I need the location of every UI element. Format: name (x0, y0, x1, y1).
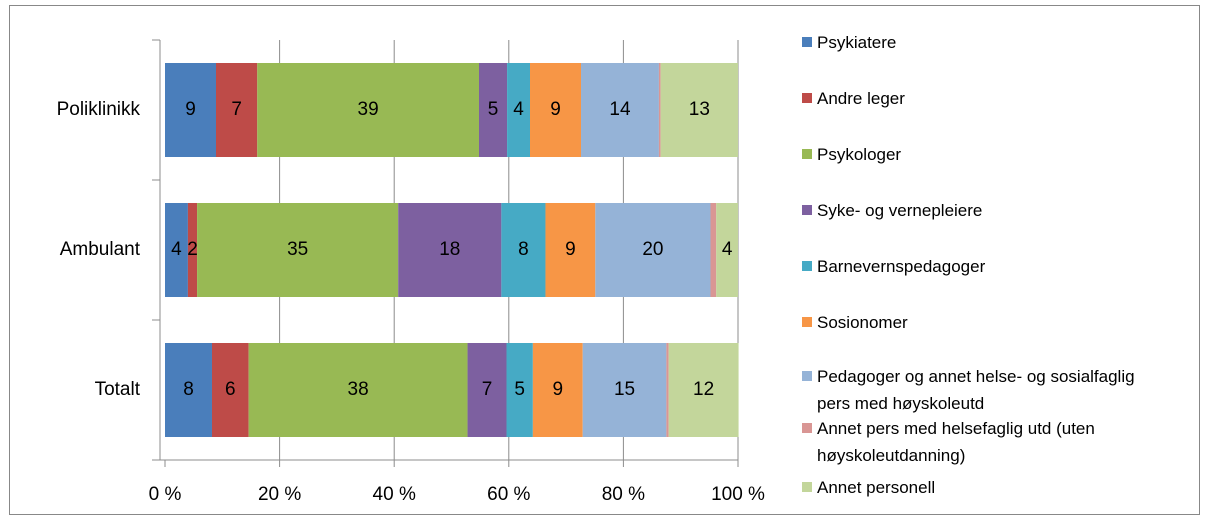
x-tick-label: 0 % (149, 484, 182, 505)
legend-swatch (802, 261, 812, 271)
data-label: 4 (513, 99, 524, 120)
legend-swatch (802, 423, 812, 433)
bar-segment (215, 63, 258, 157)
data-label: 4 (171, 239, 182, 260)
bar-segment (187, 203, 198, 297)
legend-swatch (802, 482, 812, 492)
bar-segment (716, 203, 738, 297)
legend-label: Syke- og vernepleiere (817, 201, 983, 220)
legend-label: Andre leger (817, 89, 905, 108)
data-label: 4 (722, 239, 733, 260)
bar-segment (211, 343, 249, 437)
bar-segment (165, 203, 188, 297)
bar-segment (197, 203, 399, 297)
bar-segment (660, 63, 738, 157)
data-label: 20 (642, 239, 663, 260)
bar-segment (658, 63, 661, 157)
bar-segment (545, 203, 596, 297)
bar-segment (467, 343, 507, 437)
bar-segment (507, 63, 531, 157)
data-label: 7 (482, 379, 493, 400)
legend-label: Psykologer (817, 145, 902, 164)
y-tick-label: Ambulant (60, 239, 141, 260)
data-label: 8 (183, 379, 194, 400)
y-tick-label: Poliklinikk (57, 99, 141, 120)
bar-segment (710, 203, 717, 297)
data-label: 8 (518, 239, 529, 260)
data-label: 5 (488, 99, 499, 120)
data-label: 9 (185, 99, 196, 120)
data-label: 35 (287, 239, 308, 260)
legend-label: Psykiatere (817, 33, 897, 52)
data-label: 39 (358, 99, 379, 120)
data-label: 5 (514, 379, 525, 400)
data-label: 9 (553, 379, 564, 400)
bar-segment (582, 343, 667, 437)
bar-segment (668, 343, 739, 437)
y-tick-label: Totalt (95, 379, 141, 400)
bar-segment (165, 63, 216, 157)
legend-swatch (802, 149, 812, 159)
data-label: 6 (225, 379, 236, 400)
bar-segment (479, 63, 508, 157)
bar-segment (257, 63, 480, 157)
legend-swatch (802, 93, 812, 103)
bar-segment (506, 343, 533, 437)
bar-segment (580, 63, 659, 157)
data-label: 9 (550, 99, 561, 120)
bar-segment (530, 63, 581, 157)
bar-segment (532, 343, 583, 437)
data-label: 13 (689, 99, 710, 120)
x-tick-label: 80 % (602, 484, 645, 505)
data-label: 14 (609, 99, 631, 120)
legend-swatch (802, 37, 812, 47)
legend-swatch (802, 205, 812, 215)
legend-label: Annet pers med helsefaglig utd (uten høy… (817, 419, 1095, 465)
data-label: 2 (187, 239, 198, 260)
legend-label: Pedagoger og annet helse- og sosialfagli… (817, 367, 1135, 413)
bar-segment (595, 203, 711, 297)
legend-swatch (802, 317, 812, 327)
x-tick-label: 100 % (711, 484, 765, 505)
legend-label: Annet personell (817, 478, 936, 497)
bar-segment (666, 343, 669, 437)
legend-label: Barnevernspedagoger (817, 257, 986, 276)
bar-segment (501, 203, 546, 297)
bar-segment (398, 203, 502, 297)
data-label: 18 (439, 239, 460, 260)
legend-label: Sosionomer (817, 313, 908, 332)
legend-swatch (802, 371, 812, 381)
bar-segment (248, 343, 468, 437)
data-label: 9 (565, 239, 576, 260)
bar-segment (165, 343, 212, 437)
data-label: 38 (348, 379, 369, 400)
x-tick-label: 60 % (487, 484, 530, 505)
data-label: 12 (693, 379, 714, 400)
x-tick-label: 40 % (373, 484, 416, 505)
data-label: 15 (614, 379, 635, 400)
x-tick-label: 20 % (258, 484, 301, 505)
data-label: 7 (231, 99, 242, 120)
